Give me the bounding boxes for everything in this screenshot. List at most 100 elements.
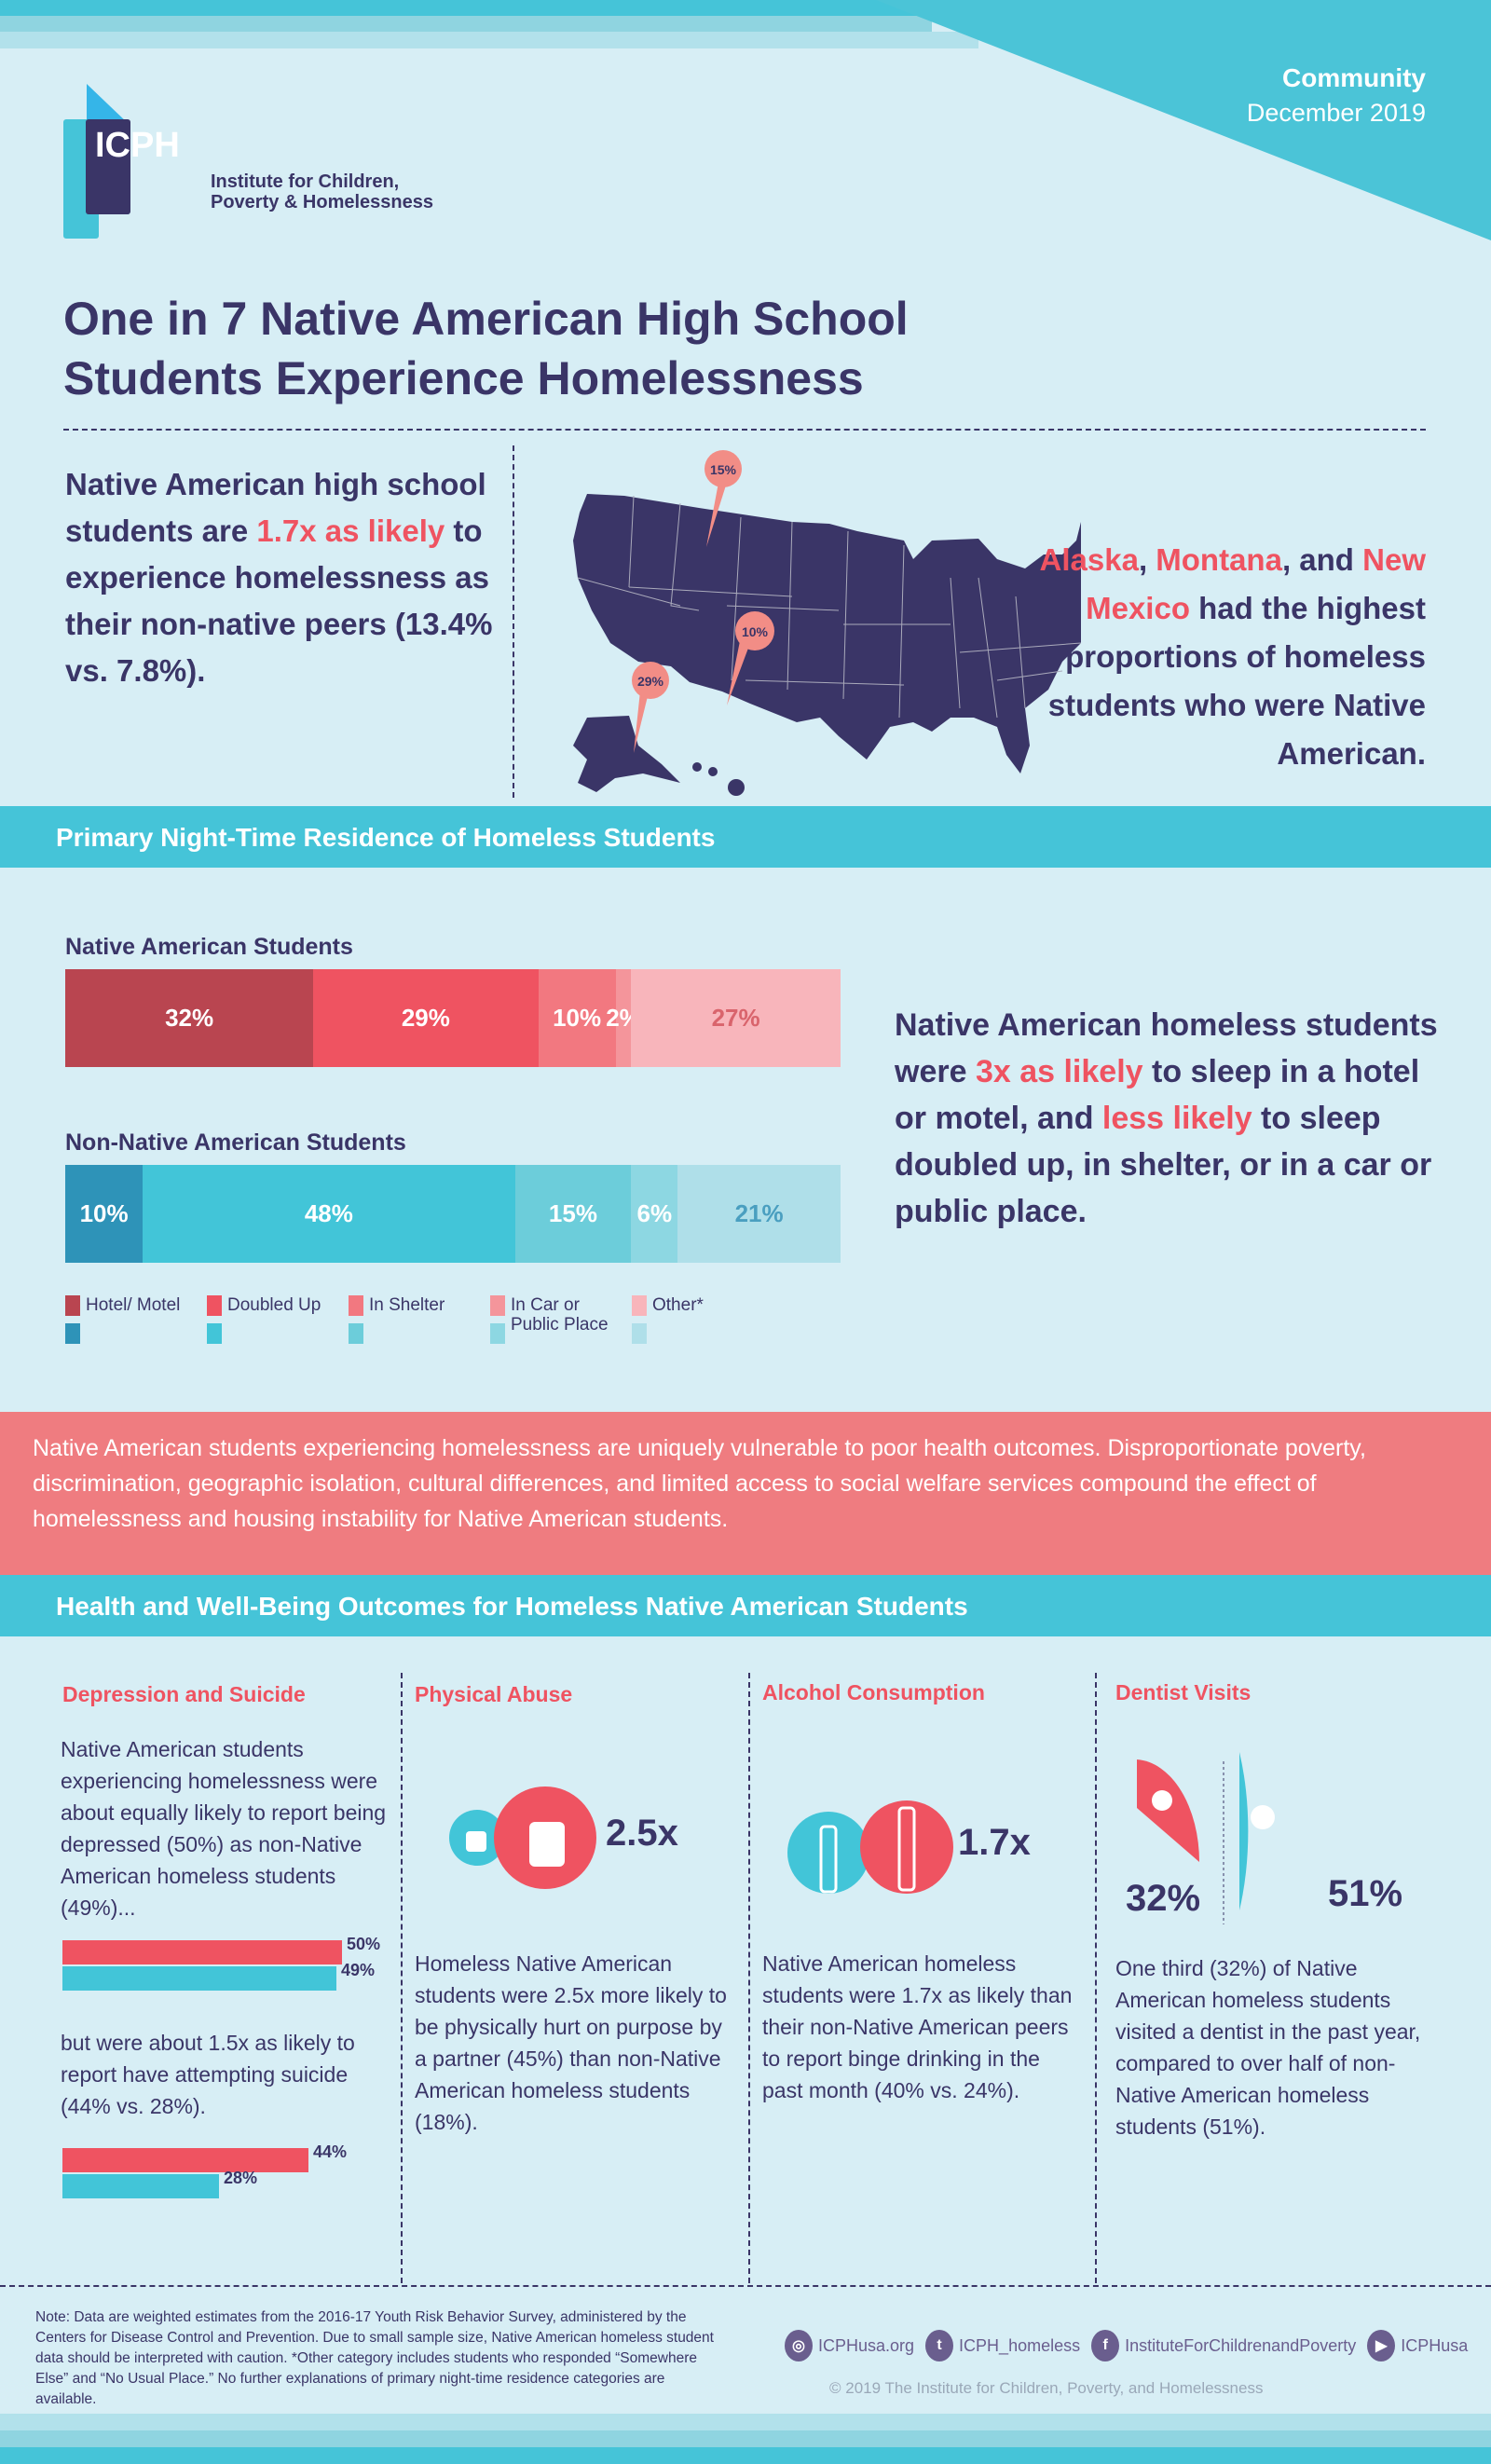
svg-text:15%: 15% xyxy=(710,462,737,477)
social-link[interactable]: ICPHusa xyxy=(1401,2335,1469,2355)
bottle-icon xyxy=(787,1800,953,1894)
date-label: December 2019 xyxy=(1246,99,1426,127)
logo-text: ICPH xyxy=(95,126,180,165)
legend-item: Hotel/ Motel xyxy=(65,1295,207,1351)
legend-swatch xyxy=(349,1323,363,1344)
bar-label: 50% xyxy=(347,1935,381,1953)
alcohol-stat: 1.7x xyxy=(958,1822,1031,1863)
legend-item: Other* xyxy=(632,1295,773,1351)
vulnerability-banner: Native American students experiencing ho… xyxy=(0,1412,1491,1575)
series-label: Native American Students xyxy=(65,934,353,960)
legend-swatch xyxy=(207,1323,222,1344)
social-links: ◎ ICPHusa.org t ICPH_homeless f InstituteFo… xyxy=(773,2330,1468,2361)
legend-label: Hotel/ Motel xyxy=(86,1295,181,1315)
bottom-band xyxy=(0,2447,1491,2464)
states-text: Alaska, Montana, and New Mexico had the … xyxy=(1039,542,1426,771)
bar-segment: 10% xyxy=(538,969,616,1067)
data-label: 29% xyxy=(401,1004,450,1032)
legend-label: Doubled Up xyxy=(227,1295,321,1315)
footnote: Note: Data are weighted estimates from t… xyxy=(35,2309,714,2407)
data-label: 21% xyxy=(734,1199,784,1227)
bar xyxy=(62,1966,336,1991)
map-pin-montana: 15% xyxy=(704,450,742,547)
page-title: One in 7 Native American High School Stud… xyxy=(63,289,909,408)
dentist-native-value: 32% xyxy=(1126,1878,1201,1919)
bar-segment: 2% xyxy=(606,969,641,1067)
fist-icon xyxy=(449,1786,596,1889)
dentist-non-native-value: 51% xyxy=(1328,1873,1403,1914)
intro-text: Native American high school students are… xyxy=(65,467,493,688)
alaska-shape xyxy=(573,716,680,792)
top-band xyxy=(0,16,932,32)
us-map: 15% 10% 29% xyxy=(573,450,1081,796)
copyright: © 2019 The Institute for Children, Pover… xyxy=(829,2379,1264,2397)
bar-segment: 21% xyxy=(677,1165,841,1263)
data-label: 48% xyxy=(304,1199,353,1227)
legend-swatch xyxy=(490,1323,505,1344)
column-title: Alcohol Consumption xyxy=(762,1680,985,1704)
legend-label: In Shelter xyxy=(369,1295,445,1315)
stacked-bar-native: 32% 29% 10% 2% 27% xyxy=(65,969,841,1067)
divider xyxy=(0,2285,1491,2287)
divider xyxy=(1095,1673,1097,2283)
series-label: Non-Native American Students xyxy=(65,1129,406,1156)
corner-triangle xyxy=(876,0,1491,240)
suicide-text: but were about 1.5x as likely to report … xyxy=(61,2031,355,2118)
bar-label: 44% xyxy=(313,2142,348,2161)
legend-swatch xyxy=(632,1295,647,1316)
legend-item: In Car or Public Place xyxy=(490,1295,632,1351)
legend-item: Doubled Up xyxy=(207,1295,349,1351)
legend-label: In Car or Public Place xyxy=(511,1295,609,1335)
bar xyxy=(62,1940,342,1964)
social-link[interactable]: ICPHusa.org xyxy=(818,2335,915,2355)
data-label: 10% xyxy=(553,1004,602,1032)
org-name: Poverty & Homelessness xyxy=(211,192,434,212)
legend-swatch xyxy=(207,1295,222,1316)
alcohol-text: Native American homeless students were 1… xyxy=(762,1951,1073,2102)
data-label: 32% xyxy=(165,1004,214,1032)
bar-segment: 29% xyxy=(313,969,539,1067)
column-title: Dentist Visits xyxy=(1115,1680,1252,1704)
social-link[interactable]: ICPH_homeless xyxy=(959,2335,1081,2355)
legend-swatch xyxy=(65,1295,80,1316)
section-header: Primary Night-Time Residence of Homeless… xyxy=(0,806,1491,868)
bottom-band xyxy=(0,2430,1491,2447)
bar-label: 49% xyxy=(341,1961,376,1979)
legend-swatch xyxy=(65,1323,80,1344)
column-title: Physical Abuse xyxy=(415,1682,573,1706)
category-label: Community xyxy=(1282,63,1426,92)
logo-mark xyxy=(63,84,130,239)
bar-segment: 10% xyxy=(65,1165,144,1263)
column-title: Depression and Suicide xyxy=(62,1682,306,1706)
data-label: 10% xyxy=(79,1199,129,1227)
facebook-icon[interactable]: f xyxy=(1091,2330,1120,2361)
tooth-icon xyxy=(1137,1752,1275,1924)
bar-segment: 27% xyxy=(631,969,841,1067)
svg-text:10%: 10% xyxy=(742,624,769,639)
title-line: Students Experience Homelessness xyxy=(63,352,864,404)
stacked-bar-non-native: 10% 48% 15% 6% 21% xyxy=(65,1165,841,1263)
social-link[interactable]: InstituteForChildrenandPoverty xyxy=(1125,2335,1357,2355)
section-header: Health and Well-Being Outcomes for Homel… xyxy=(0,1575,1491,1636)
map-pin-alaska: 29% xyxy=(632,662,669,753)
state-borders xyxy=(577,495,1081,719)
residence-callout: Native American homeless students were 3… xyxy=(895,1007,1438,1229)
youtube-icon[interactable]: ▶ xyxy=(1367,2330,1396,2361)
legend-label: Other* xyxy=(652,1295,704,1315)
data-label: 6% xyxy=(636,1199,673,1227)
twitter-icon[interactable]: t xyxy=(925,2330,954,2361)
globe-icon[interactable]: ◎ xyxy=(785,2330,813,2361)
divider xyxy=(748,1673,750,2283)
bar-segment: 48% xyxy=(143,1165,515,1263)
depression-text: Native American students experiencing ho… xyxy=(61,1737,387,1920)
divider xyxy=(63,429,1426,431)
legend-swatch xyxy=(632,1323,647,1344)
divider xyxy=(513,445,514,798)
us-contiguous-shape xyxy=(573,494,1081,773)
chart-legend: Hotel/ Motel Doubled Up In Shelter In Car o… xyxy=(65,1295,773,1351)
bottom-band xyxy=(0,2414,1491,2430)
title-line: One in 7 Native American High School xyxy=(63,293,909,345)
bar-segment: 6% xyxy=(631,1165,678,1263)
legend-item: In Shelter xyxy=(349,1295,490,1351)
bar-segment: 15% xyxy=(514,1165,632,1263)
